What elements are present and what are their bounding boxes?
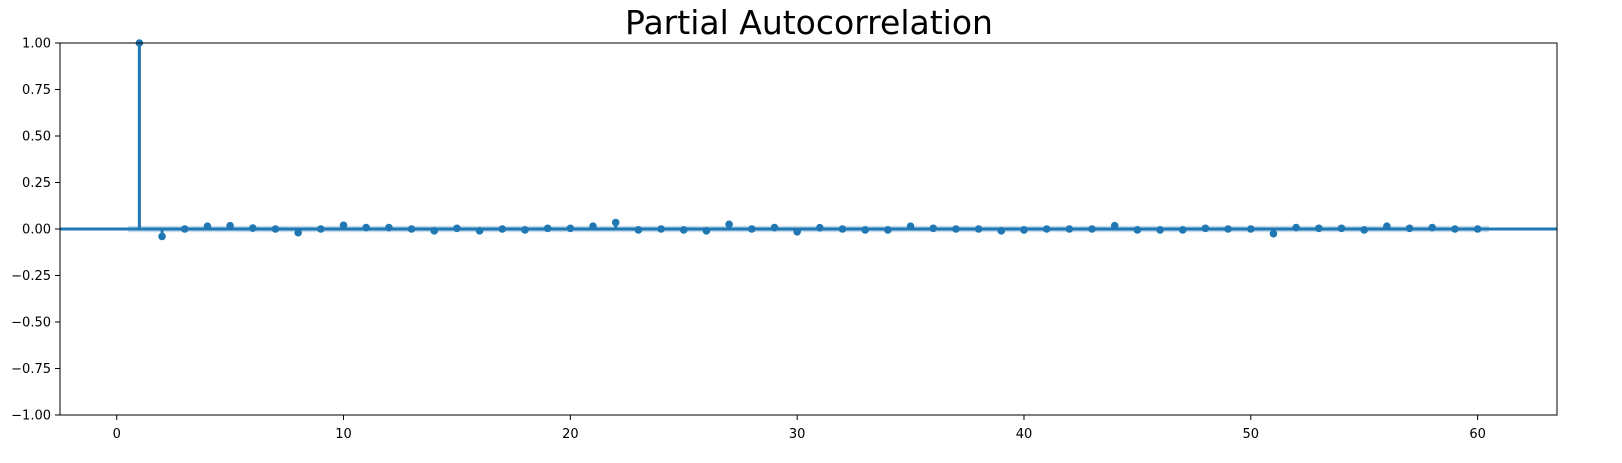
data-point [1133, 226, 1142, 234]
data-point [407, 225, 416, 233]
data-point [1383, 222, 1391, 231]
x-tick-label: 40 [1016, 427, 1033, 442]
data-point [634, 226, 643, 234]
data-point [816, 223, 824, 232]
data-point [1337, 224, 1346, 233]
data-point [1360, 226, 1369, 234]
data-point [702, 227, 711, 235]
data-point [498, 225, 507, 233]
data-point [997, 227, 1006, 235]
data-point [294, 228, 302, 237]
data-point [1224, 225, 1232, 233]
data-point [1065, 225, 1074, 233]
y-tick-label: −0.25 [11, 269, 51, 284]
data-point [339, 221, 348, 230]
data-point [1428, 223, 1437, 232]
data-point [1473, 225, 1482, 233]
data-point [543, 224, 552, 233]
data-point [1156, 226, 1164, 234]
data-point [226, 221, 234, 230]
data-point [838, 225, 847, 233]
data-point [566, 224, 575, 233]
data-point [861, 226, 870, 234]
data-point [747, 225, 756, 233]
y-tick-label: −1.00 [11, 409, 51, 424]
data-point [906, 222, 915, 231]
y-tick-label: −0.75 [11, 362, 51, 377]
data-point [1088, 225, 1096, 233]
y-tick-label: −0.50 [11, 316, 51, 331]
data-point [180, 225, 189, 233]
x-axis-ticks: 0 10 20 30 40 50 60 [113, 415, 1486, 442]
data-point [1269, 229, 1278, 238]
x-tick-label: 20 [562, 427, 579, 442]
data-points [135, 39, 1482, 241]
x-tick-label: 30 [789, 427, 806, 442]
data-point [884, 226, 892, 234]
x-tick-label: 50 [1243, 427, 1260, 442]
data-point [1451, 225, 1459, 233]
data-point [589, 222, 597, 231]
data-point [453, 224, 461, 233]
y-tick-label: 0.00 [22, 223, 51, 238]
data-point [475, 227, 484, 235]
x-tick-label: 0 [113, 427, 121, 442]
data-point [271, 225, 280, 233]
data-point [770, 223, 779, 232]
y-axis-ticks: 1.00 0.75 0.50 0.25 0.00 −0.25 −0.50 −0.75 −1.00 [11, 37, 60, 424]
data-point [974, 225, 983, 233]
x-tick-label: 10 [335, 427, 352, 442]
y-tick-label: 0.25 [22, 176, 51, 191]
data-point [521, 226, 529, 234]
data-point [793, 227, 801, 236]
data-point [1292, 223, 1300, 232]
data-point [1042, 225, 1051, 233]
data-point [203, 222, 212, 231]
data-point [362, 223, 371, 232]
data-point [929, 224, 938, 233]
y-tick-label: 0.75 [22, 83, 51, 98]
data-point [1315, 224, 1323, 233]
data-point [317, 225, 325, 233]
data-point [248, 224, 257, 232]
data-point [657, 225, 665, 233]
data-point [1246, 225, 1255, 233]
data-point [1020, 226, 1028, 234]
data-point [1201, 224, 1210, 233]
data-point [1110, 221, 1119, 230]
x-tick-label: 60 [1469, 427, 1486, 442]
data-point [725, 220, 733, 229]
data-point [952, 225, 960, 233]
data-point [1178, 226, 1187, 234]
data-point [430, 227, 439, 235]
chart-title: Partial Autocorrelation [625, 3, 993, 42]
data-point [679, 226, 688, 234]
data-point [385, 223, 393, 232]
data-point [158, 232, 166, 241]
y-tick-label: 0.50 [22, 130, 51, 145]
data-point [1405, 224, 1414, 233]
y-tick-label: 1.00 [22, 37, 51, 52]
data-point [611, 218, 620, 227]
